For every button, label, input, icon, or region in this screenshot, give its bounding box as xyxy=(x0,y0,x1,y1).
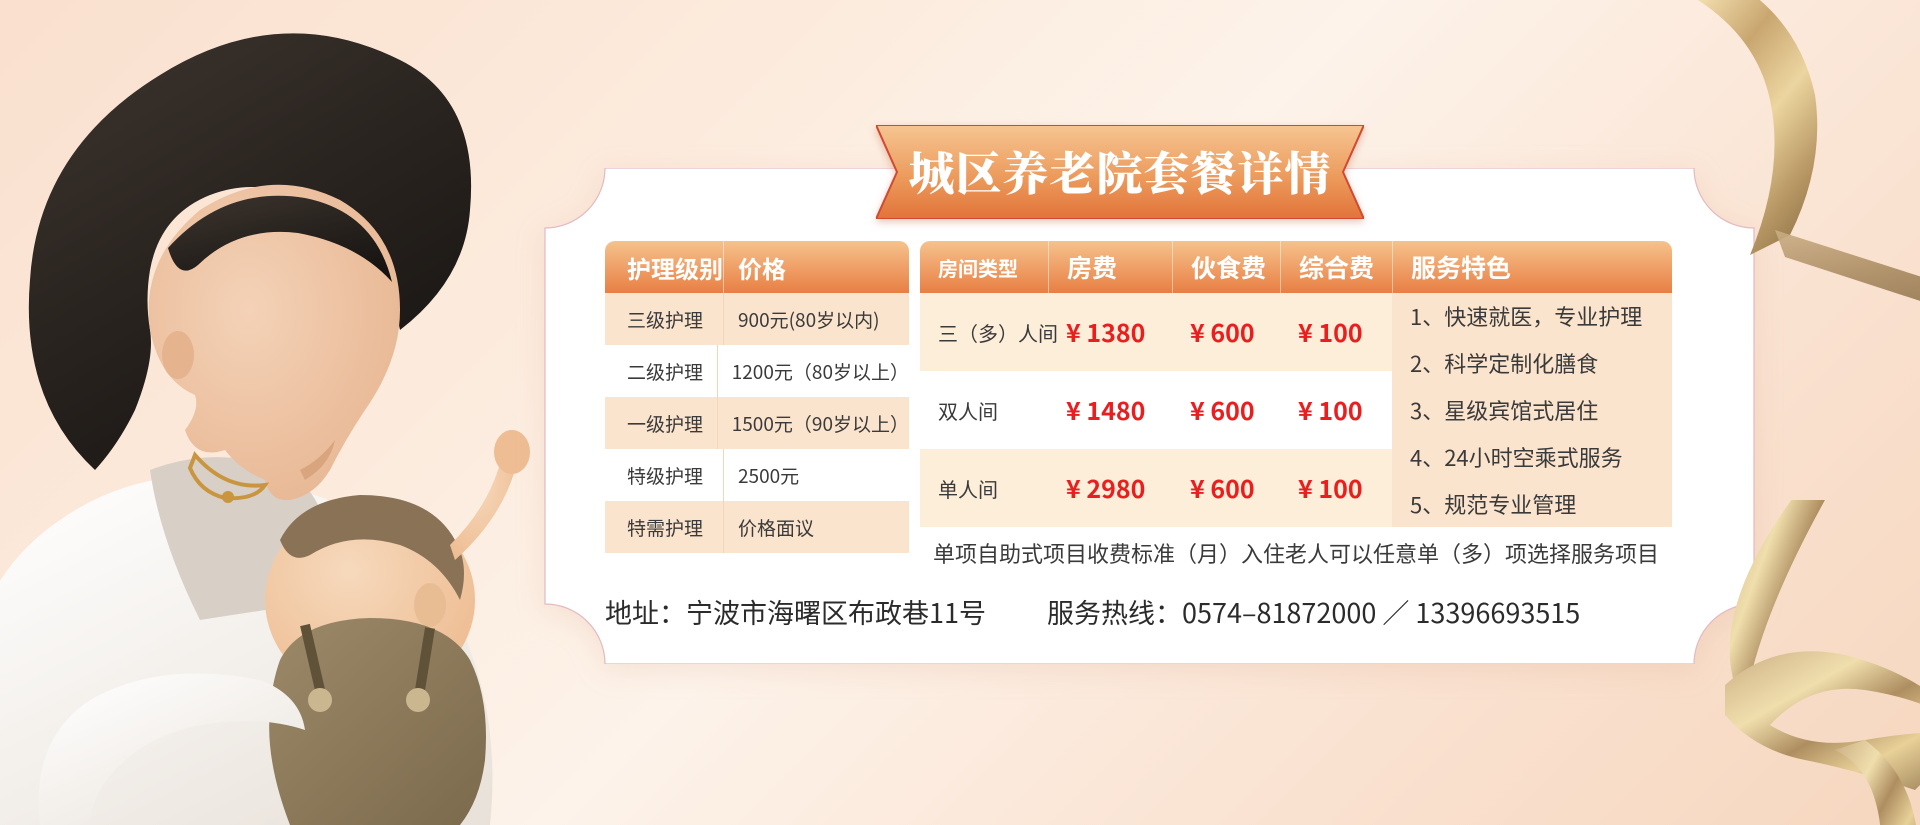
svg-text:城区养老院套餐详情: 城区养老院套餐详情 xyxy=(909,138,1332,204)
